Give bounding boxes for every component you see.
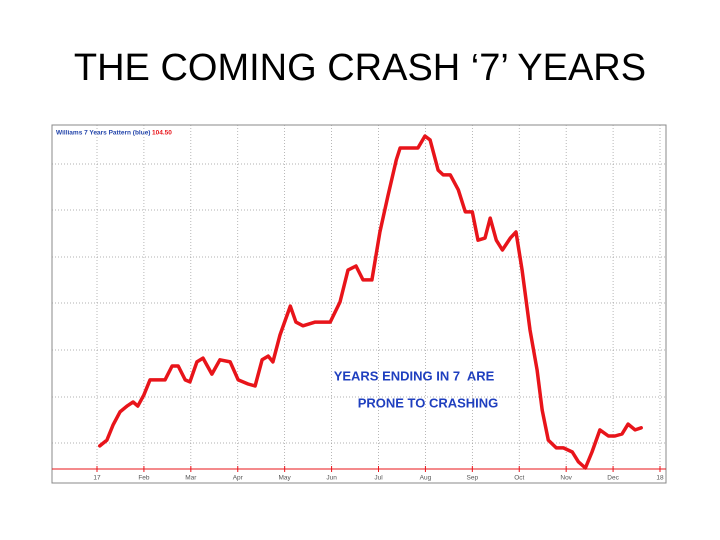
- x-tick-label: Jun: [326, 475, 337, 482]
- x-tick-label: Feb: [138, 475, 150, 482]
- legend-value: 104.50: [152, 130, 172, 137]
- x-tick-label: 17: [93, 475, 101, 482]
- series-line: [98, 134, 643, 470]
- annotation: YEARS ENDING IN 7 ARE: [334, 368, 495, 383]
- x-tick-label: Apr: [233, 475, 244, 482]
- chart-frame: [51, 124, 667, 484]
- x-tick-label: Sep: [467, 475, 479, 482]
- x-tick-label: May: [279, 475, 292, 482]
- horizontal-grid: [52, 163, 666, 444]
- x-tick-label: Nov: [560, 475, 572, 482]
- x-tick-label: Oct: [514, 475, 524, 482]
- slide-title: THE COMING CRASH ‘7’ YEARS: [74, 47, 646, 89]
- x-tick-label: 18: [656, 475, 664, 482]
- x-tick-label: Dec: [607, 475, 619, 482]
- x-tick-label: Jul: [374, 475, 383, 482]
- legend-label: Williams 7 Years Pattern (blue): [56, 130, 150, 137]
- x-tick-label: Mar: [185, 475, 197, 482]
- annotation: PRONE TO CRASHING: [358, 395, 499, 410]
- x-tick-label: Aug: [420, 475, 432, 482]
